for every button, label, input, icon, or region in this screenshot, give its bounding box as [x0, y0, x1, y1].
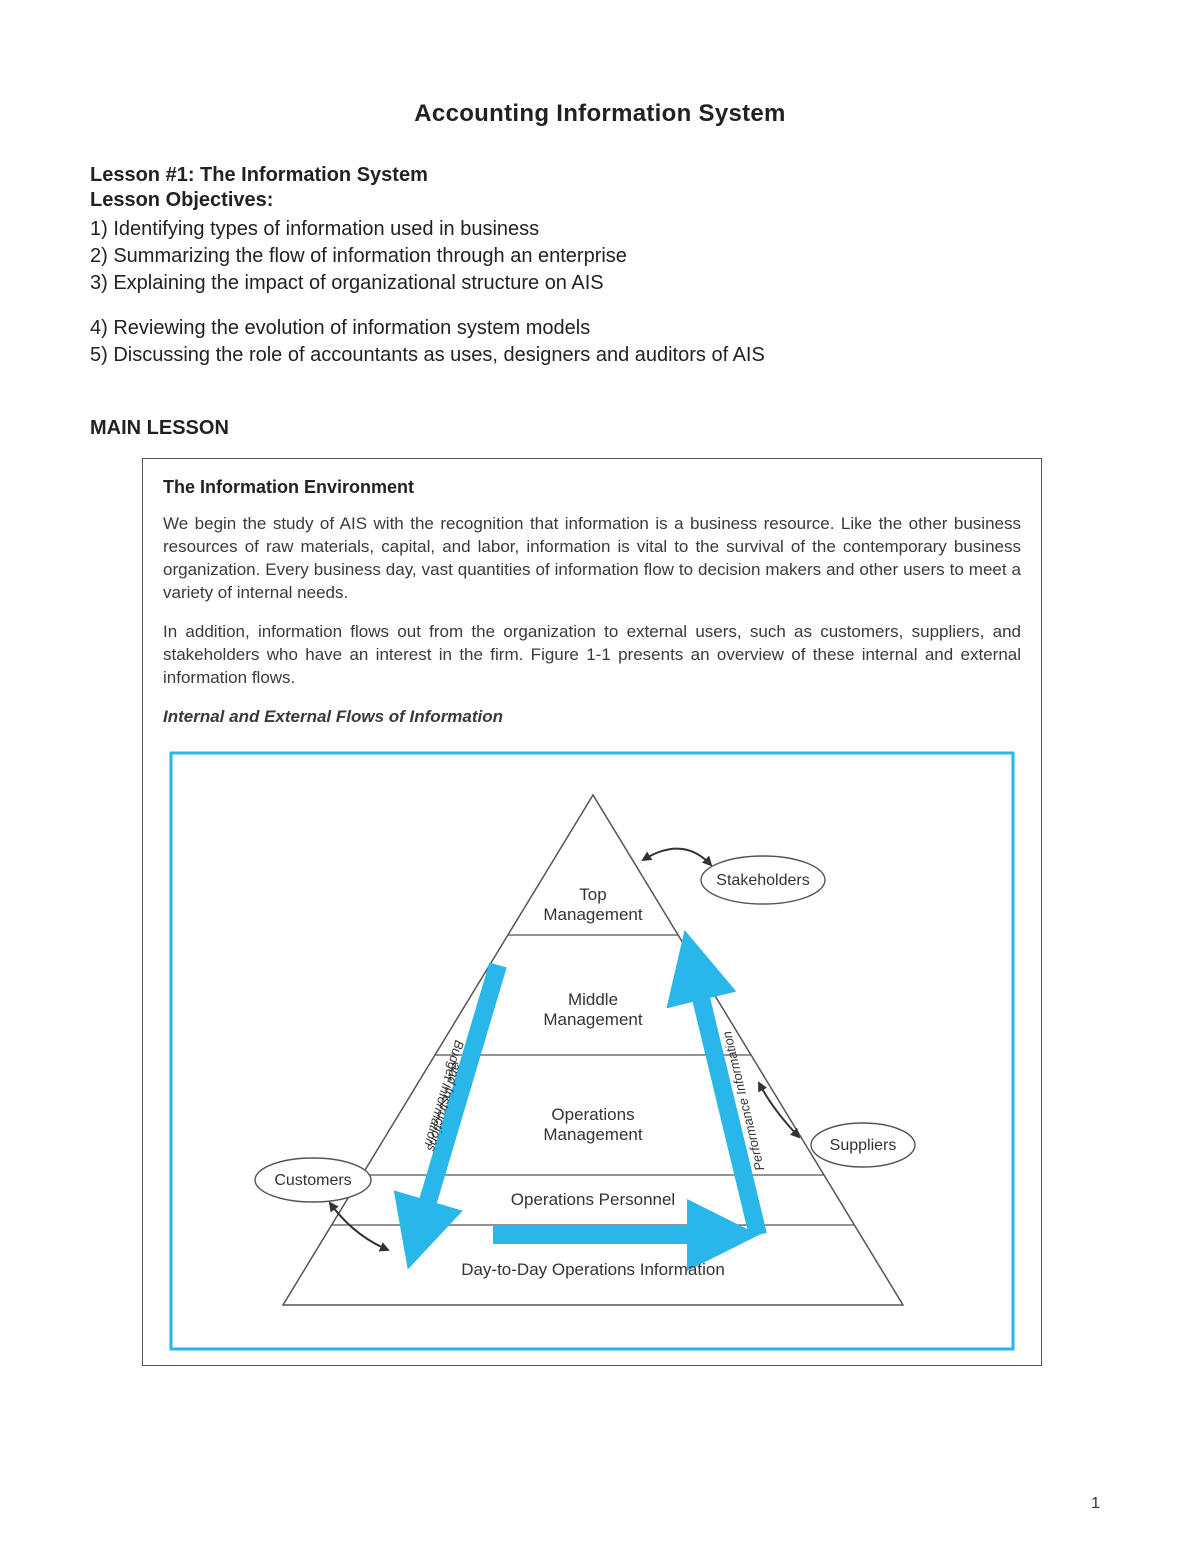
pyramid-level-label: Top: [579, 885, 606, 904]
external-entity-label: Suppliers: [830, 1137, 897, 1154]
objective-item: 4) Reviewing the evolution of informatio…: [90, 315, 1110, 342]
external-entity-label: Customers: [274, 1172, 351, 1189]
pyramid-level-label: Management: [543, 1125, 643, 1144]
document-page: Accounting Information System Lesson #1:…: [0, 0, 1200, 1553]
objective-item: 1) Identifying types of information used…: [90, 216, 1110, 243]
pyramid-level-label: Day-to-Day Operations Information: [461, 1260, 725, 1279]
lesson-title: Lesson #1: The Information System: [90, 164, 1110, 187]
page-number: 1: [1091, 1495, 1100, 1513]
box-title: The Information Environment: [163, 475, 1021, 499]
page-title: Accounting Information System: [90, 100, 1110, 128]
box-paragraph: In addition, information flows out from …: [163, 621, 1021, 690]
pyramid-level-label: Middle: [568, 990, 618, 1009]
objective-item: 5) Discussing the role of accountants as…: [90, 342, 1110, 369]
content-box: The Information Environment We begin the…: [142, 458, 1042, 1366]
info-flow-diagram: Budget Informationand InstructionsPerfor…: [163, 745, 1021, 1365]
box-subhead: Internal and External Flows of Informati…: [163, 706, 1021, 729]
pyramid-level-label: Management: [543, 1010, 643, 1029]
pyramid-level-label: Management: [543, 905, 643, 924]
external-entity-label: Stakeholders: [716, 872, 809, 889]
objectives-label: Lesson Objectives:: [90, 189, 1110, 212]
objective-item: 2) Summarizing the flow of information t…: [90, 243, 1110, 270]
pyramid-diagram: Budget Informationand InstructionsPerfor…: [163, 745, 1021, 1365]
pyramid-level-label: Operations: [551, 1105, 634, 1124]
objective-item: 3) Explaining the impact of organization…: [90, 270, 1110, 297]
main-lesson-label: MAIN LESSON: [90, 417, 1110, 440]
pyramid-level-label: Operations Personnel: [511, 1190, 675, 1209]
box-paragraph: We begin the study of AIS with the recog…: [163, 513, 1021, 605]
